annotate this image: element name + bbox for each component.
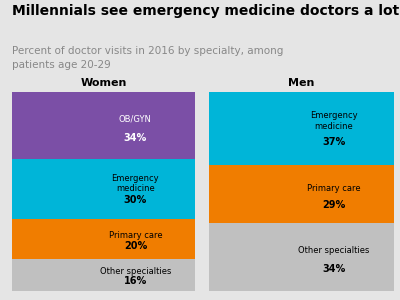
Text: 34%: 34% (124, 133, 147, 142)
Title: Women: Women (80, 78, 126, 88)
Text: Primary care: Primary care (108, 231, 162, 240)
Text: Primary care: Primary care (307, 184, 361, 193)
Bar (12, 219, 76, 291)
Text: 34%: 34% (322, 264, 346, 274)
Bar (12, 159, 76, 259)
Text: 29%: 29% (322, 200, 346, 210)
Bar (274, 165, 394, 223)
Text: Emergency
medicine: Emergency medicine (112, 174, 159, 193)
Text: Other specialties: Other specialties (298, 246, 370, 255)
Text: 20%: 20% (124, 241, 147, 251)
Text: 30%: 30% (124, 195, 147, 205)
Bar (12, 259, 76, 291)
Bar (209, 92, 274, 223)
Bar (274, 92, 394, 165)
Bar (76, 219, 195, 259)
Bar (76, 159, 195, 219)
Text: Millennials see emergency medicine doctors a lot: Millennials see emergency medicine docto… (12, 4, 399, 19)
Text: OB/GYN: OB/GYN (119, 114, 152, 123)
Text: Percent of doctor visits in 2016 by specialty, among
patients age 20-29: Percent of doctor visits in 2016 by spec… (12, 46, 283, 70)
Bar (209, 223, 274, 291)
Title: Men: Men (288, 78, 315, 88)
Bar (12, 92, 76, 219)
Text: 16%: 16% (124, 276, 147, 286)
Text: Other specialties: Other specialties (100, 267, 171, 276)
Bar (209, 165, 274, 291)
Bar (76, 259, 195, 291)
Bar (76, 92, 195, 159)
Text: Emergency
medicine: Emergency medicine (310, 111, 358, 131)
Text: 37%: 37% (322, 137, 346, 147)
Bar (274, 223, 394, 291)
